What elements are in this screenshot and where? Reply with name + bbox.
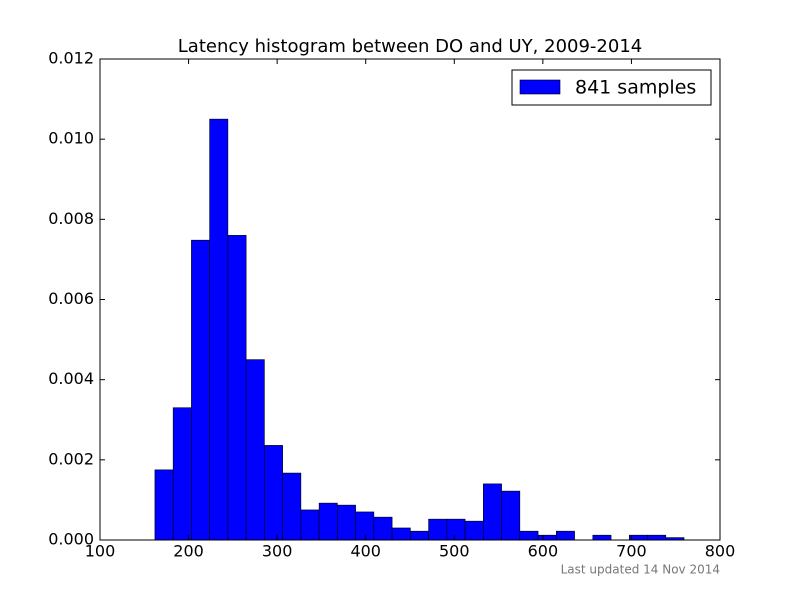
bar xyxy=(410,530,429,541)
bar xyxy=(300,509,320,541)
bar xyxy=(282,472,302,541)
bar xyxy=(537,534,557,541)
bar xyxy=(227,235,247,541)
x-tick-label: 400 xyxy=(350,542,381,561)
x-tick-label: 200 xyxy=(173,542,204,561)
legend-label: 841 samples xyxy=(575,77,696,99)
bar xyxy=(464,520,484,541)
x-tick-label: 100 xyxy=(85,542,116,561)
y-tick-label: 0.004 xyxy=(48,369,94,388)
x-tick-label: 600 xyxy=(528,542,559,561)
bar xyxy=(428,518,448,541)
y-tick-label: 0.006 xyxy=(48,289,94,308)
bar xyxy=(391,527,411,541)
x-tick-label: 500 xyxy=(439,542,470,561)
legend-box xyxy=(511,69,712,106)
bar xyxy=(209,118,229,541)
bar xyxy=(172,407,192,541)
bar xyxy=(647,534,667,541)
bar xyxy=(337,504,356,541)
legend-swatch xyxy=(519,79,561,95)
bar xyxy=(264,445,283,541)
bar xyxy=(483,483,502,541)
chart-title: Latency histogram between DO and UY, 200… xyxy=(178,36,642,57)
bar xyxy=(318,502,338,541)
x-tick-label: 800 xyxy=(705,542,736,561)
footnote: Last updated 14 Nov 2014 xyxy=(561,563,720,577)
y-tick-label: 0.012 xyxy=(48,49,94,68)
bar xyxy=(154,469,174,541)
bar xyxy=(446,518,466,541)
bar xyxy=(373,516,393,541)
y-tick-label: 0.002 xyxy=(48,449,94,468)
y-tick-label: 0.010 xyxy=(48,129,94,148)
x-tick-label: 300 xyxy=(262,542,293,561)
x-tick-label: 700 xyxy=(616,542,647,561)
bar xyxy=(592,534,612,541)
bar xyxy=(501,490,521,541)
y-tick-label: 0.000 xyxy=(48,530,94,549)
bar xyxy=(355,511,375,541)
y-tick-label: 0.008 xyxy=(48,209,94,228)
bar xyxy=(629,534,648,541)
bar xyxy=(556,530,575,541)
bar xyxy=(191,239,210,541)
bar xyxy=(245,359,265,541)
bar xyxy=(519,530,539,541)
